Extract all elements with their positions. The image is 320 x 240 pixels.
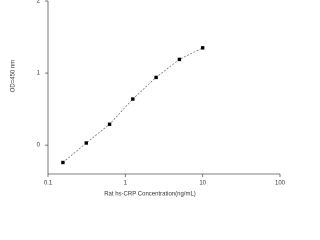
data-point: [177, 57, 182, 62]
data-point: [154, 75, 158, 80]
data-point: [200, 46, 205, 50]
chart: Rat hs-CRP Concentration(ng/mL) OD=450 n…: [0, 0, 300, 200]
x-tick-label: 10: [199, 181, 206, 187]
y-tick-label: 1: [37, 71, 41, 77]
data-point: [84, 141, 88, 145]
x-tick-label: 100: [275, 181, 286, 187]
x-tick-label: 0.1: [44, 181, 53, 187]
y-axis-title: OD=450 nm: [11, 60, 17, 93]
data-point: [131, 97, 135, 101]
background: [0, 0, 300, 200]
y-tick-label: 0: [37, 143, 41, 149]
y-tick-label: 2: [37, 0, 41, 5]
x-tick-label: 1: [124, 181, 128, 187]
data-point: [61, 160, 65, 165]
x-axis-title: Rat hs-CRP Concentration(ng/mL): [104, 192, 196, 198]
data-point: [107, 122, 112, 126]
